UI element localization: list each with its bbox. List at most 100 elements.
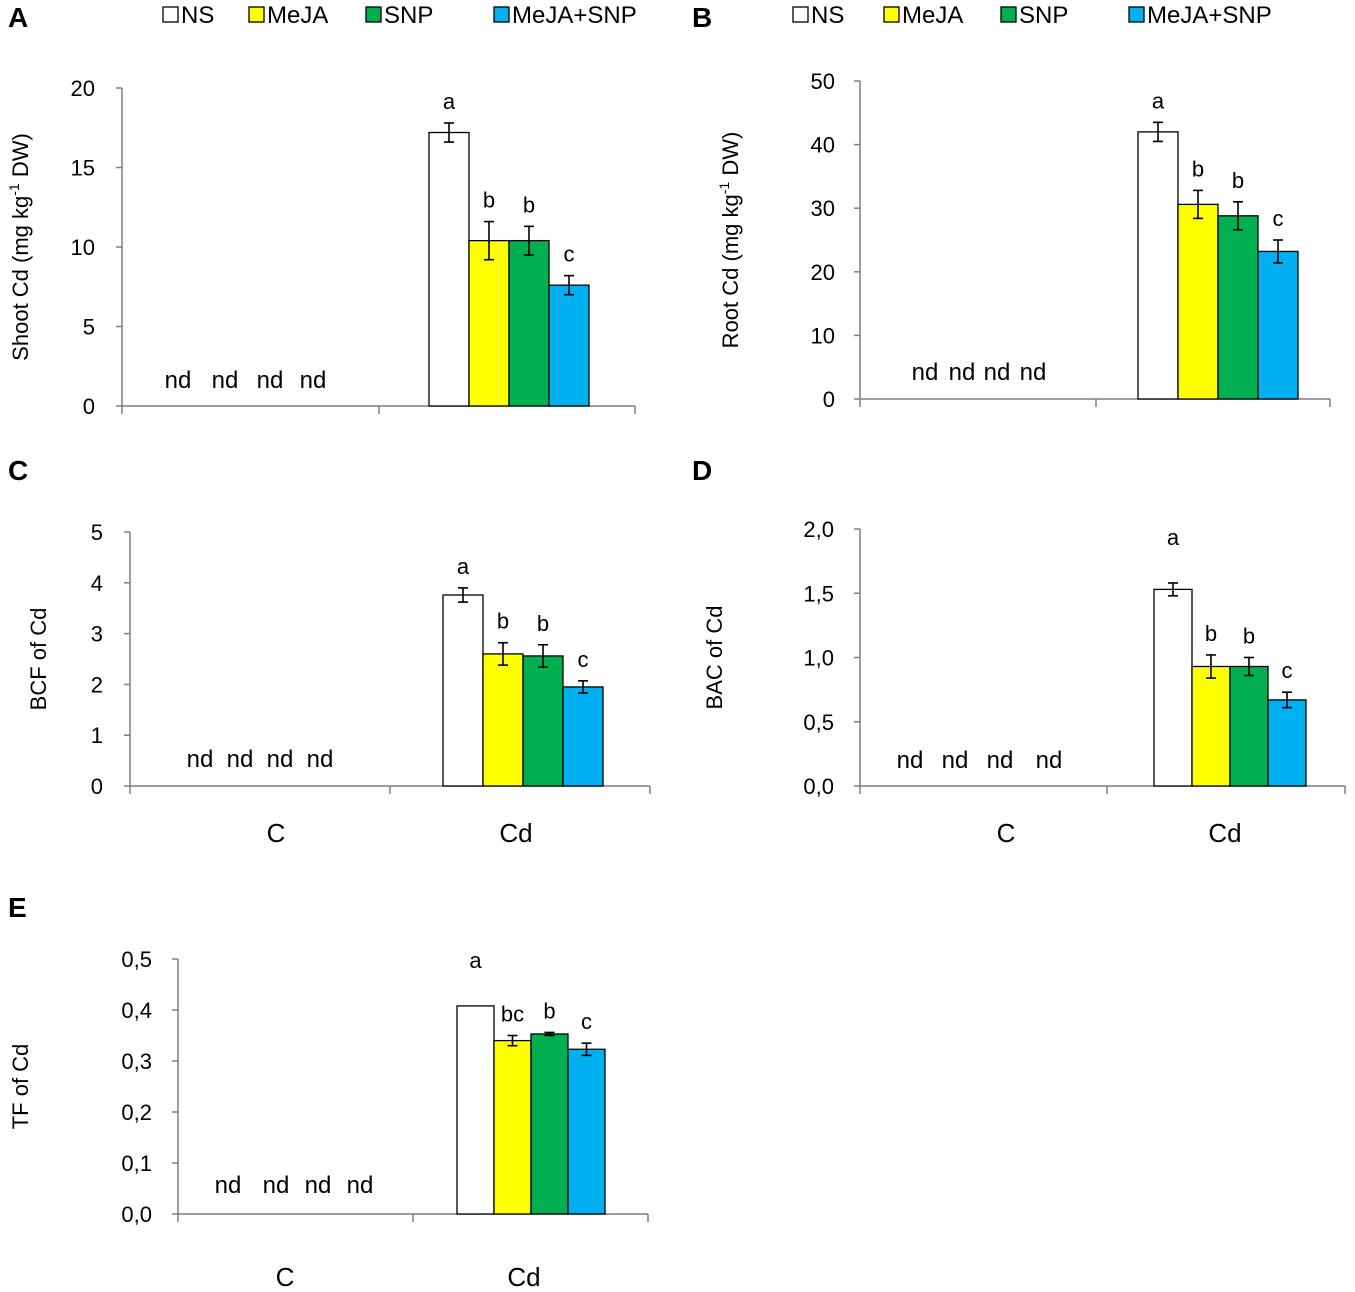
panel-b-root-cd-chart: B 0 10 20 30 40 50 Root Cd (mg kg-1 DW) nd a nd b nd… bbox=[692, 2, 1331, 412]
panel-e-y-tick-label-3: 0,3 bbox=[121, 1049, 152, 1074]
panel-d-y-axis-label: BAC of Cd bbox=[702, 606, 727, 710]
legend-top-right: NS MeJA SNP MeJA+SNP bbox=[792, 2, 1272, 29]
legend-swatch-meja bbox=[883, 6, 900, 23]
legend-swatch-meja bbox=[248, 6, 265, 23]
panel-b-bar-meja bbox=[1177, 203, 1219, 400]
panel-d-y-tick-label-1: 0,5 bbox=[803, 710, 834, 735]
panel-a-y-tick-label-2: 10 bbox=[71, 235, 95, 260]
panel-d-bar-snp bbox=[1229, 665, 1269, 787]
panel-c-nd-label-snp: nd bbox=[267, 746, 294, 773]
panel-a-letter: A bbox=[8, 2, 28, 33]
panel-d-bar-meja bbox=[1191, 665, 1231, 787]
panel-a-bar-meja-snp bbox=[548, 284, 590, 407]
panel-c-significance-meja-snp: c bbox=[578, 647, 589, 672]
panel-b-y-axis-label: Root Cd (mg kg-1 DW) bbox=[716, 132, 743, 349]
panel-c-category-label-cd: Cd bbox=[499, 818, 532, 848]
panel-a-y-axis-label: Shoot Cd (mg kg-1 DW) bbox=[6, 133, 33, 361]
legend-swatch-snp bbox=[365, 6, 382, 23]
panel-d-significance-meja: b bbox=[1205, 621, 1217, 646]
panel-d-nd-label-meja: nd bbox=[942, 747, 969, 774]
panel-e-category-label-cd: Cd bbox=[507, 1262, 540, 1292]
panel-e-significance-meja-snp: c bbox=[581, 1009, 592, 1034]
panel-c-bar-snp bbox=[522, 655, 564, 787]
panel-e-y-tick-label-5: 0,5 bbox=[121, 947, 152, 972]
panel-e-y-axis-label: TF of Cd bbox=[8, 1044, 33, 1130]
panel-a-nd-label-meja: nd bbox=[212, 367, 239, 394]
panel-a-y-tick-label-4: 20 bbox=[71, 76, 95, 101]
panel-e-y-tick-label-0: 0,0 bbox=[121, 1202, 152, 1227]
panel-a-shoot-cd-chart: A 0 5 10 15 20 Shoot Cd (mg kg-1 DW) nd a nd b nd b n… bbox=[6, 2, 636, 419]
legend-label-meja: MeJA bbox=[902, 2, 963, 29]
panel-b-bar-meja-snp bbox=[1257, 250, 1299, 400]
panel-b-y-label-rest: DW) bbox=[718, 132, 743, 182]
panel-b-nd-label-ns: nd bbox=[912, 359, 939, 386]
panel-c-bar-meja-snp bbox=[562, 686, 604, 787]
panel-e-nd-label-meja-snp: nd bbox=[347, 1172, 374, 1199]
panel-c-y-tick-label-2: 2 bbox=[91, 672, 103, 697]
panel-b-y-tick-label-5: 50 bbox=[811, 69, 835, 94]
panel-c-y-axis-label: BCF of Cd bbox=[26, 608, 51, 711]
panel-c-nd-label-meja: nd bbox=[227, 746, 254, 773]
panel-c-nd-label-ns: nd bbox=[187, 746, 214, 773]
panel-e-category-label-c: C bbox=[276, 1262, 295, 1292]
panel-c-y-tick-label-0: 0 bbox=[91, 774, 103, 799]
panel-b-nd-label-meja: nd bbox=[949, 359, 976, 386]
legend-swatch-meja-snp bbox=[493, 6, 510, 23]
panel-a-nd-label-meja-snp: nd bbox=[300, 367, 327, 394]
panel-e-letter: E bbox=[8, 892, 27, 923]
panel-e-significance-snp: b bbox=[543, 998, 555, 1023]
panel-d-category-label-c: C bbox=[997, 818, 1016, 848]
panel-e-y-tick-label-2: 0,2 bbox=[121, 1100, 152, 1125]
legend-top-left: NS MeJA SNP MeJA+SNP bbox=[162, 2, 637, 29]
panel-c-bcf-chart: C 0 1 2 3 4 5 BCF of Cd C Cd nd a nd b nd b nd c bbox=[8, 455, 651, 848]
panel-e-bar-meja bbox=[493, 1039, 532, 1215]
panel-d-y-tick-label-0: 0,0 bbox=[803, 774, 834, 799]
panel-a-significance-snp: b bbox=[523, 192, 535, 217]
panel-c-y-tick-label-1: 1 bbox=[91, 723, 103, 748]
panel-e-bar-ns bbox=[456, 1005, 495, 1215]
panel-d-significance-snp: b bbox=[1243, 624, 1255, 649]
legend-label-ns: NS bbox=[811, 2, 844, 29]
panel-b-significance-ns: a bbox=[1152, 88, 1165, 113]
panel-b-y-tick-label-0: 0 bbox=[823, 387, 835, 412]
panel-d-nd-label-ns: nd bbox=[897, 747, 924, 774]
panel-a-nd-label-ns: nd bbox=[165, 367, 192, 394]
panel-b-significance-meja-snp: c bbox=[1273, 206, 1284, 231]
panel-d-letter: D bbox=[692, 455, 712, 486]
legend-label-snp: SNP bbox=[1019, 2, 1068, 29]
panel-b-bar-snp bbox=[1217, 215, 1259, 400]
panel-e-nd-label-meja: nd bbox=[263, 1172, 290, 1199]
panel-e-nd-label-ns: nd bbox=[215, 1172, 242, 1199]
panel-e-y-tick-label-1: 0,1 bbox=[121, 1151, 152, 1176]
panel-b-nd-label-snp: nd bbox=[984, 359, 1011, 386]
panel-c-y-tick-label-5: 5 bbox=[91, 520, 103, 545]
panel-d-significance-meja-snp: c bbox=[1282, 658, 1293, 683]
panel-e-tf-chart: E0,00,10,20,30,40,5TF of CdC Cdndandbcndb… bbox=[8, 892, 649, 1292]
panel-a-y-label-rest: DW) bbox=[8, 133, 33, 183]
panel-b-y-tick-label-2: 20 bbox=[811, 260, 835, 285]
legend-label-meja: MeJA bbox=[267, 2, 328, 29]
panel-e-y-tick-label-4: 0,4 bbox=[121, 998, 152, 1023]
panel-a-y-tick-label-3: 15 bbox=[71, 156, 95, 181]
panel-a-y-tick-label-1: 5 bbox=[83, 315, 95, 340]
panel-a-y-tick-label-0: 0 bbox=[83, 394, 95, 419]
panel-d-significance-ns: a bbox=[1167, 525, 1180, 550]
panel-e-nd-label-snp: nd bbox=[305, 1172, 332, 1199]
panel-b-y-tick-label-1: 10 bbox=[811, 323, 835, 348]
panel-c-significance-ns: a bbox=[457, 554, 470, 579]
panel-a-nd-label-snp: nd bbox=[257, 367, 284, 394]
legend-label-ns: NS bbox=[181, 2, 214, 29]
panel-b-significance-snp: b bbox=[1232, 168, 1244, 193]
panel-d-nd-label-meja-snp: nd bbox=[1036, 747, 1063, 774]
panel-a-y-label-sup: -1 bbox=[6, 183, 22, 196]
panel-c-bar-meja bbox=[482, 653, 524, 787]
panel-e-bar-meja-snp bbox=[567, 1048, 606, 1215]
panel-d-bar-meja-snp bbox=[1267, 699, 1307, 787]
panel-a-significance-ns: a bbox=[443, 89, 456, 114]
panel-a-significance-meja: b bbox=[483, 188, 495, 213]
panel-e-bar-snp bbox=[530, 1033, 569, 1215]
legend-swatch-meja-snp bbox=[1128, 6, 1145, 23]
panel-c-letter: C bbox=[8, 455, 28, 486]
panel-c-bar-ns bbox=[442, 594, 484, 787]
